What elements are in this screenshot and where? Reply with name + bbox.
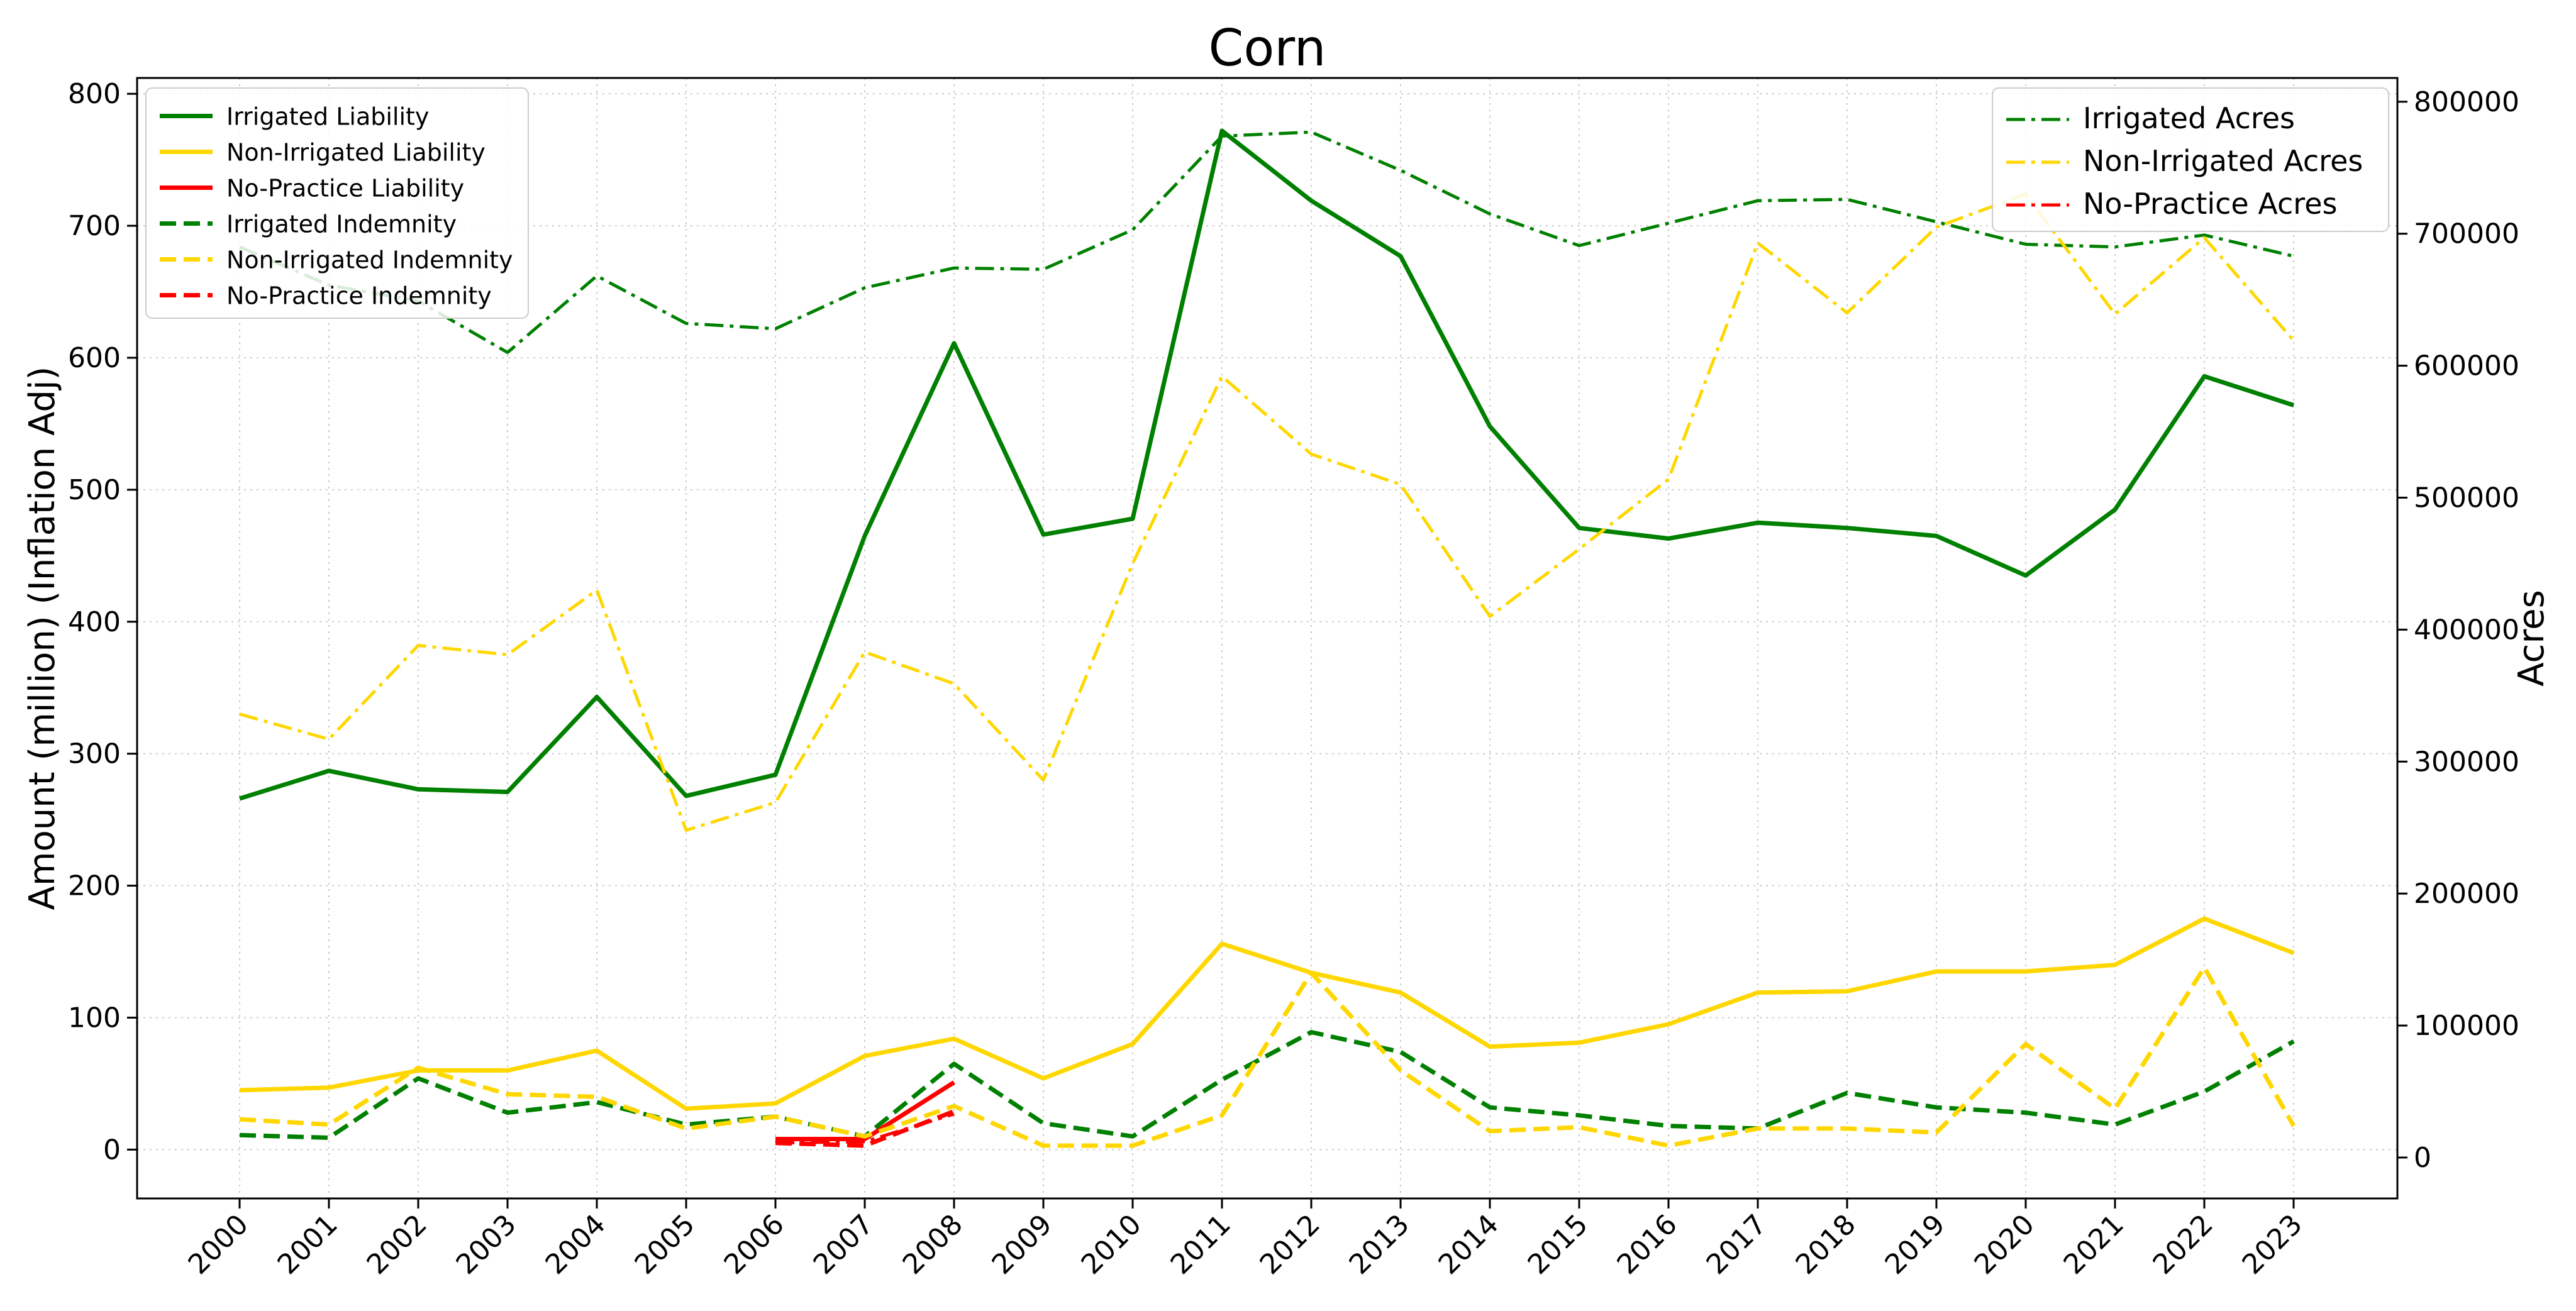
- y-axis-label-right: Acres: [2511, 590, 2552, 687]
- series-line-no-practice-acres: [775, 1112, 955, 1145]
- series-line-non-irrigated-acres: [239, 192, 2295, 832]
- y-tick-label-0: 0: [103, 1134, 121, 1166]
- x-tick-label-2003: 2003: [450, 1209, 523, 1281]
- legend-right-box: [1992, 87, 2389, 232]
- x-tick-label-2004: 2004: [540, 1209, 612, 1281]
- x-tick-label-2012: 2012: [1254, 1209, 1326, 1281]
- x-axis: 2000 2001 2002 2003 2004 2005 2006 2007 2008 2009…: [182, 1198, 2309, 1281]
- y2-tick-label-600000: 600000: [2414, 350, 2519, 382]
- x-tick-label-2017: 2017: [1701, 1209, 1773, 1281]
- series-lines: [238, 128, 2296, 1148]
- x-tick-label-2014: 2014: [1433, 1209, 1505, 1281]
- x-tick-label-2021: 2021: [2058, 1209, 2130, 1281]
- legend-label-no-practice-indemnity: No-Practice Indemnity: [226, 282, 492, 310]
- y2-tick-label-500000: 500000: [2414, 482, 2519, 514]
- x-tick-label-2002: 2002: [361, 1209, 433, 1281]
- x-tick-label-2007: 2007: [808, 1209, 880, 1281]
- x-tick-label-2018: 2018: [1790, 1209, 1862, 1281]
- legend-label-no-practice-acres: No-Practice Acres: [2083, 187, 2337, 221]
- y2-tick-label-400000: 400000: [2414, 614, 2519, 646]
- x-tick-label-2010: 2010: [1075, 1209, 1148, 1281]
- series-line-irrigated-indemnity: [239, 1030, 2295, 1140]
- series-line-irrigated-liability: [238, 128, 2295, 801]
- legend-liability-indemnity: Irrigated Liability Non-Irrigated Liabili…: [145, 87, 529, 319]
- series-line-irrigated-acres: [239, 130, 2294, 355]
- x-tick-label-2005: 2005: [629, 1209, 701, 1281]
- y-tick-label-300: 300: [68, 738, 121, 770]
- x-tick-label-2009: 2009: [986, 1209, 1058, 1281]
- y-axis-label-left: Amount (million) (Inflation Adj): [22, 367, 63, 910]
- legend-label-irrigated-liability: Irrigated Liability: [226, 103, 429, 131]
- x-tick-label-2020: 2020: [1968, 1209, 2041, 1281]
- x-tick-label-2006: 2006: [718, 1209, 791, 1281]
- y-tick-label-700: 700: [68, 210, 121, 242]
- y-tick-label-100: 100: [68, 1002, 121, 1034]
- y-tick-label-200: 200: [68, 870, 121, 902]
- x-tick-label-2008: 2008: [897, 1209, 969, 1281]
- x-tick-label-2016: 2016: [1611, 1209, 1684, 1281]
- x-tick-label-2022: 2022: [2147, 1209, 2219, 1281]
- y-axis-left: 0 100 200 300 400 500 600 700 800: [68, 78, 137, 1166]
- y-tick-label-800: 800: [68, 78, 121, 110]
- y2-tick-label-100000: 100000: [2414, 1010, 2519, 1042]
- y-tick-label-400: 400: [68, 606, 121, 638]
- y-tick-label-600: 600: [68, 342, 121, 374]
- legend-label-non-irrigated-indemnity: Non-Irrigated Indemnity: [226, 246, 513, 274]
- x-tick-label-2013: 2013: [1343, 1209, 1416, 1281]
- x-tick-label-2000: 2000: [182, 1209, 255, 1281]
- legend-label-no-practice-liability: No-Practice Liability: [226, 175, 464, 202]
- series-line-non-irrigated-indemnity: [239, 965, 2296, 1148]
- legend-label-non-irrigated-liability: Non-Irrigated Liability: [226, 139, 486, 167]
- y2-tick-label-800000: 800000: [2414, 86, 2519, 118]
- legend-acres: Irrigated Acres Non-Irrigated Acres No-Pra…: [1992, 87, 2389, 232]
- x-tick-label-2015: 2015: [1522, 1209, 1594, 1281]
- chart-title: Corn: [1209, 19, 1326, 77]
- y-tick-label-500: 500: [68, 474, 121, 506]
- legend-label-irrigated-acres: Irrigated Acres: [2083, 101, 2295, 135]
- x-tick-label-2011: 2011: [1165, 1209, 1237, 1281]
- plot-area-frame: [136, 77, 2399, 1200]
- gridlines: [137, 78, 2397, 1198]
- y-axis-right: 0 100000 200000 300000 400000 500000 600000 700…: [2397, 86, 2519, 1174]
- legend-label-irrigated-indemnity: Irrigated Indemnity: [226, 211, 457, 238]
- y2-tick-label-200000: 200000: [2414, 878, 2519, 910]
- y2-tick-label-300000: 300000: [2414, 746, 2519, 778]
- legend-label-non-irrigated-acres: Non-Irrigated Acres: [2083, 144, 2363, 178]
- series-line-no-practice-liability: [775, 1080, 955, 1141]
- y2-tick-label-0: 0: [2414, 1142, 2431, 1174]
- legend-left-box: [145, 87, 529, 319]
- y2-tick-label-700000: 700000: [2414, 218, 2519, 250]
- x-tick-label-2019: 2019: [1879, 1209, 1951, 1281]
- x-tick-label-2023: 2023: [2236, 1209, 2309, 1281]
- x-tick-label-2001: 2001: [272, 1209, 344, 1281]
- series-line-non-irrigated-liability: [239, 916, 2295, 1111]
